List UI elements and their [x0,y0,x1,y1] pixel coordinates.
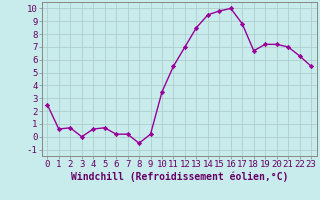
X-axis label: Windchill (Refroidissement éolien,°C): Windchill (Refroidissement éolien,°C) [70,172,288,182]
